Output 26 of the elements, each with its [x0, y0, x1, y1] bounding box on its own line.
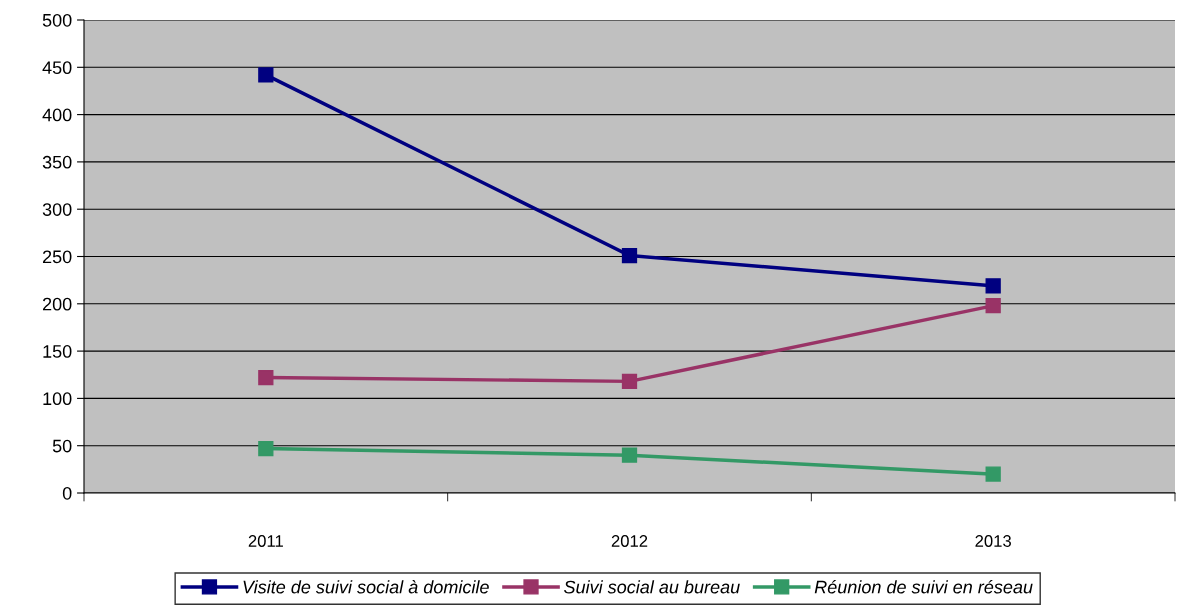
point — [621, 247, 638, 264]
y-tick-label: 100 — [43, 392, 72, 406]
y-tick-label: 400 — [42, 108, 72, 122]
y-tick-label: 50 — [52, 439, 72, 453]
legend-label: Suivi social au bureau — [564, 580, 740, 594]
y-tick-label: 0 — [62, 486, 72, 500]
y-tick-label: 200 — [42, 297, 72, 311]
x-tick-label: 2013 — [975, 535, 1011, 547]
legend-label: Réunion de suivi en réseau — [814, 579, 1033, 594]
legend-label: Visite de suivi social à domicile — [243, 579, 489, 594]
y-tick-label: 450 — [42, 61, 72, 75]
point — [985, 466, 1001, 482]
point — [258, 440, 274, 457]
y-tick-label: 250 — [42, 250, 72, 264]
point — [258, 67, 274, 83]
point — [985, 298, 1001, 314]
y-tick-label: 150 — [43, 345, 72, 358]
y-tick-label: 350 — [42, 155, 72, 169]
point — [258, 369, 274, 386]
y-tick-label: 500 — [42, 13, 72, 27]
point — [621, 447, 638, 463]
point — [985, 278, 1001, 294]
point — [621, 373, 638, 390]
x-tick-label: 2012 — [611, 535, 648, 547]
y-tick-label: 300 — [42, 203, 72, 216]
x-tick-label: 2011 — [248, 535, 283, 547]
